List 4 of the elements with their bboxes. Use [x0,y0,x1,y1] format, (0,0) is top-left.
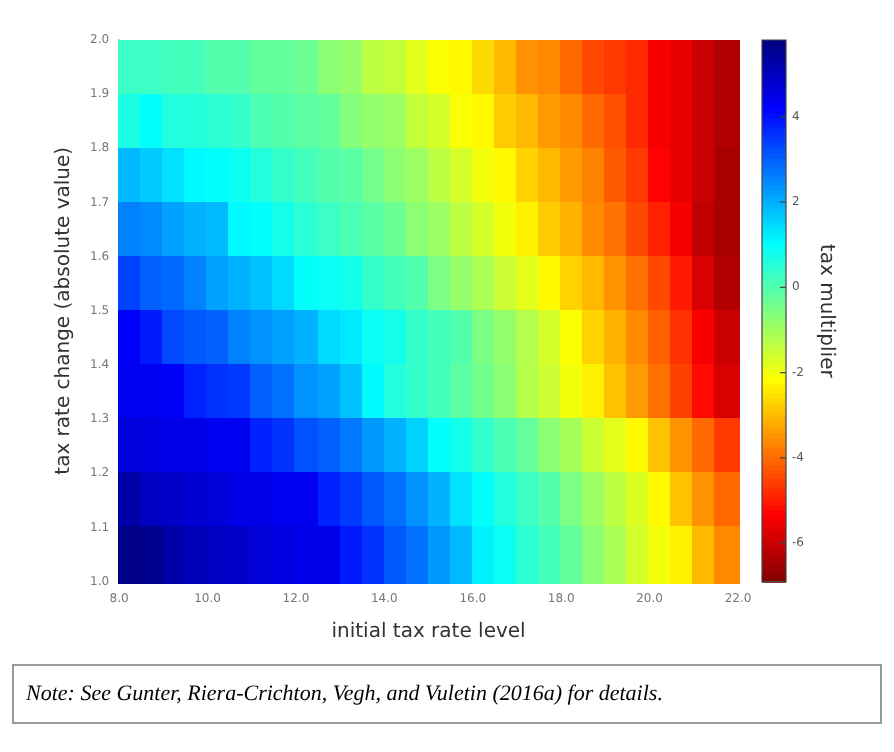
y-axis-title: tax rate change (absolute value) [53,146,76,475]
x-axis-title: initial tax rate level [331,621,526,644]
text: Note: See Gunter, Riera-Crichton, Vegh, and Vuletin (2016a) for details. [12,664,882,724]
color-bar-title: tax multiplier [814,243,837,380]
